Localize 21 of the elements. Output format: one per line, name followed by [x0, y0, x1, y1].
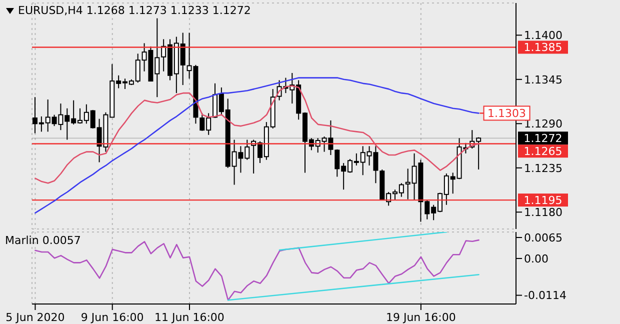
y-tick-label: -0.0114	[524, 289, 566, 302]
x-tick-label: 9 Jun 16:00	[80, 311, 144, 324]
chart-title: EURUSD,H4 1.1268 1.1273 1.1233 1.1272	[18, 4, 251, 17]
ref-line-label: 1.1265	[524, 145, 562, 158]
y-tick-label: 0.00	[524, 252, 548, 266]
ref-line-label: 1.1195	[524, 194, 562, 208]
y-tick-label: 1.1180	[524, 206, 562, 220]
x-tick-label: 5 Jun 2020	[6, 311, 65, 324]
ref-line-label: 1.1385	[524, 41, 562, 54]
x-tick-label: 11 Jun 16:00	[154, 311, 224, 324]
x-tick-label: 19 Jun 16:00	[386, 311, 456, 324]
y-tick-label: 0.0065	[524, 231, 562, 244]
y-tick-label: 1.1400	[524, 29, 562, 42]
line-series	[34, 85, 480, 184]
y-tick-label: 1.1345	[524, 73, 562, 86]
y-tick-label: 1.1290	[524, 118, 562, 131]
data-label: 1.1303	[488, 107, 526, 120]
line-series	[34, 77, 480, 214]
ref-line-label: 1.1272	[524, 132, 562, 146]
y-tick-label: 1.1235	[524, 162, 562, 175]
chart-title: Marlin 0.0057	[5, 234, 81, 247]
